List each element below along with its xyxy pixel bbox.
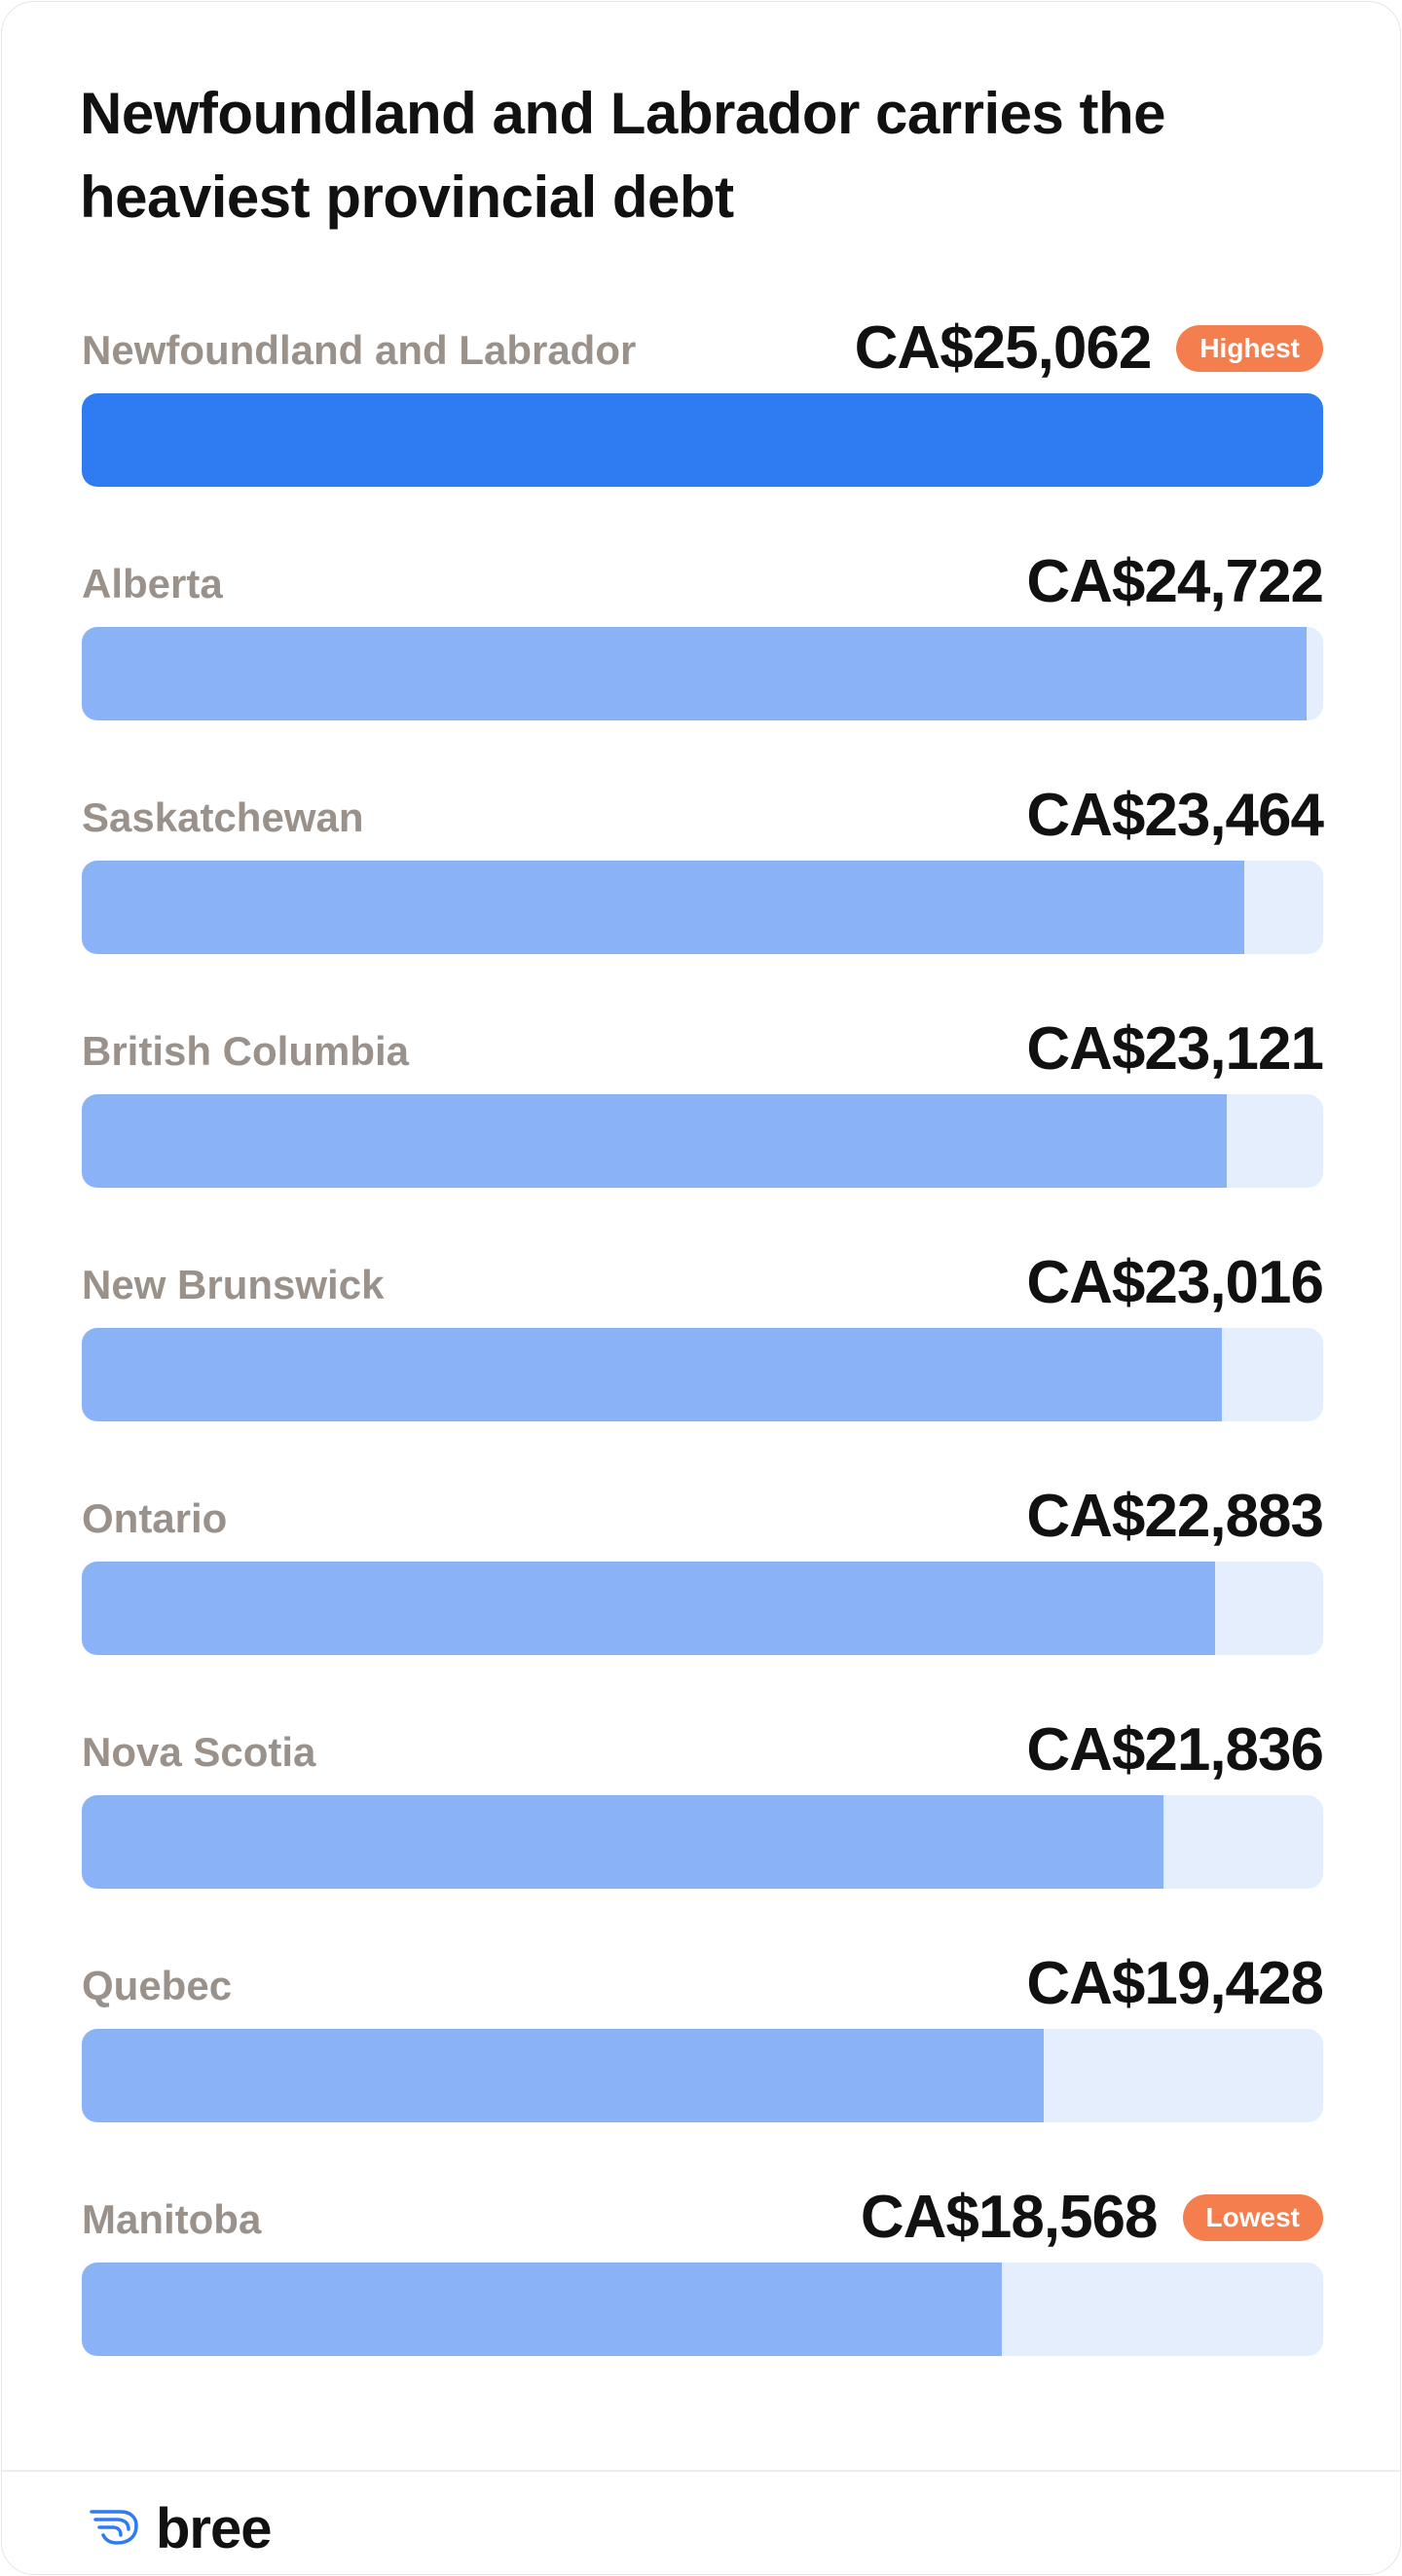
value-group: CA$23,016 bbox=[1026, 1248, 1324, 1318]
bar-track bbox=[82, 627, 1323, 720]
category-label: Newfoundland and Labrador bbox=[82, 327, 637, 373]
bar-row: Ontario CA$22,883 bbox=[82, 1462, 1324, 1696]
bar-row-header: Alberta CA$24,722 bbox=[82, 528, 1324, 627]
value-label: CA$23,016 bbox=[1026, 1249, 1324, 1316]
bar bbox=[82, 2029, 1045, 2122]
lowest-badge: Lowest bbox=[1182, 2194, 1323, 2241]
bar bbox=[82, 2263, 1002, 2356]
bar bbox=[82, 1328, 1222, 1421]
value-group: CA$21,836 bbox=[1026, 1715, 1324, 1785]
wing-icon bbox=[88, 2508, 152, 2552]
bar-row: Manitoba CA$18,568 Lowest bbox=[82, 2163, 1323, 2397]
value-group: CA$25,062 Highest bbox=[855, 313, 1323, 384]
value-group: CA$22,883 bbox=[1026, 1482, 1324, 1552]
bar-track bbox=[82, 2029, 1323, 2122]
bar bbox=[82, 1795, 1163, 1889]
bar-chart: Newfoundland and Labrador CA$25,062 Highes… bbox=[82, 294, 1324, 2397]
bar-row: Saskatchewan CA$23,464 bbox=[82, 761, 1324, 995]
highest-badge: Highest bbox=[1176, 325, 1323, 372]
bar-track bbox=[82, 2263, 1323, 2356]
bar-row: Quebec CA$19,428 bbox=[82, 1930, 1324, 2163]
bar-row-header: Nova Scotia CA$21,836 bbox=[82, 1696, 1324, 1795]
value-group: CA$23,121 bbox=[1026, 1014, 1324, 1085]
value-label: CA$23,464 bbox=[1026, 782, 1324, 849]
bar-row: Alberta CA$24,722 bbox=[82, 528, 1324, 761]
value-label: CA$25,062 bbox=[854, 314, 1153, 382]
value-group: CA$18,568 Lowest bbox=[861, 2183, 1323, 2253]
value-label: CA$19,428 bbox=[1026, 1950, 1324, 2017]
category-label: Manitoba bbox=[82, 2196, 262, 2242]
bar-row: New Brunswick CA$23,016 bbox=[82, 1229, 1324, 1462]
category-label: British Columbia bbox=[82, 1028, 410, 1074]
value-label: CA$22,883 bbox=[1026, 1483, 1324, 1550]
value-label: CA$18,568 bbox=[860, 2184, 1159, 2251]
bar-track bbox=[82, 1094, 1323, 1188]
category-label: Quebec bbox=[82, 1963, 233, 2008]
value-label: CA$21,836 bbox=[1026, 1716, 1324, 1784]
value-label: CA$24,722 bbox=[1026, 548, 1324, 615]
bree-logo[interactable]: bree bbox=[88, 2497, 273, 2560]
bar-track bbox=[82, 393, 1323, 487]
category-label: Nova Scotia bbox=[82, 1729, 316, 1775]
bar-row-header: Ontario CA$22,883 bbox=[82, 1462, 1324, 1562]
bar-row-header: Quebec CA$19,428 bbox=[82, 1930, 1324, 2029]
bar-row-header: Newfoundland and Labrador CA$25,062 Highes… bbox=[82, 294, 1323, 393]
bar-track bbox=[82, 1795, 1323, 1889]
bar bbox=[82, 861, 1244, 954]
bar-row-header: British Columbia CA$23,121 bbox=[82, 995, 1324, 1094]
category-label: Saskatchewan bbox=[82, 794, 364, 840]
value-group: CA$19,428 bbox=[1026, 1949, 1324, 2019]
bar-row-header: Manitoba CA$18,568 Lowest bbox=[82, 2163, 1323, 2263]
bar-track bbox=[82, 1328, 1323, 1421]
bar bbox=[82, 393, 1323, 487]
bar-row-header: Saskatchewan CA$23,464 bbox=[82, 761, 1324, 861]
bar bbox=[82, 1562, 1216, 1655]
logo-text: bree bbox=[156, 2497, 273, 2560]
bar bbox=[82, 627, 1307, 720]
footer: bree bbox=[2, 2470, 1400, 2574]
bar-row: British Columbia CA$23,121 bbox=[82, 995, 1324, 1229]
bar-row-header: New Brunswick CA$23,016 bbox=[82, 1229, 1324, 1328]
bar-track bbox=[82, 1562, 1323, 1655]
bar bbox=[82, 1094, 1228, 1188]
category-label: New Brunswick bbox=[82, 1262, 385, 1307]
bar-row: Nova Scotia CA$21,836 bbox=[82, 1696, 1324, 1930]
value-group: CA$24,722 bbox=[1026, 547, 1324, 617]
category-label: Alberta bbox=[82, 561, 223, 607]
chart-title: Newfoundland and Labrador carries the he… bbox=[80, 81, 1166, 230]
bar-track bbox=[82, 861, 1323, 954]
category-label: Ontario bbox=[82, 1495, 228, 1541]
value-label: CA$23,121 bbox=[1026, 1015, 1324, 1083]
value-group: CA$23,464 bbox=[1026, 781, 1324, 851]
bar-row: Newfoundland and Labrador CA$25,062 Highes… bbox=[82, 294, 1323, 528]
